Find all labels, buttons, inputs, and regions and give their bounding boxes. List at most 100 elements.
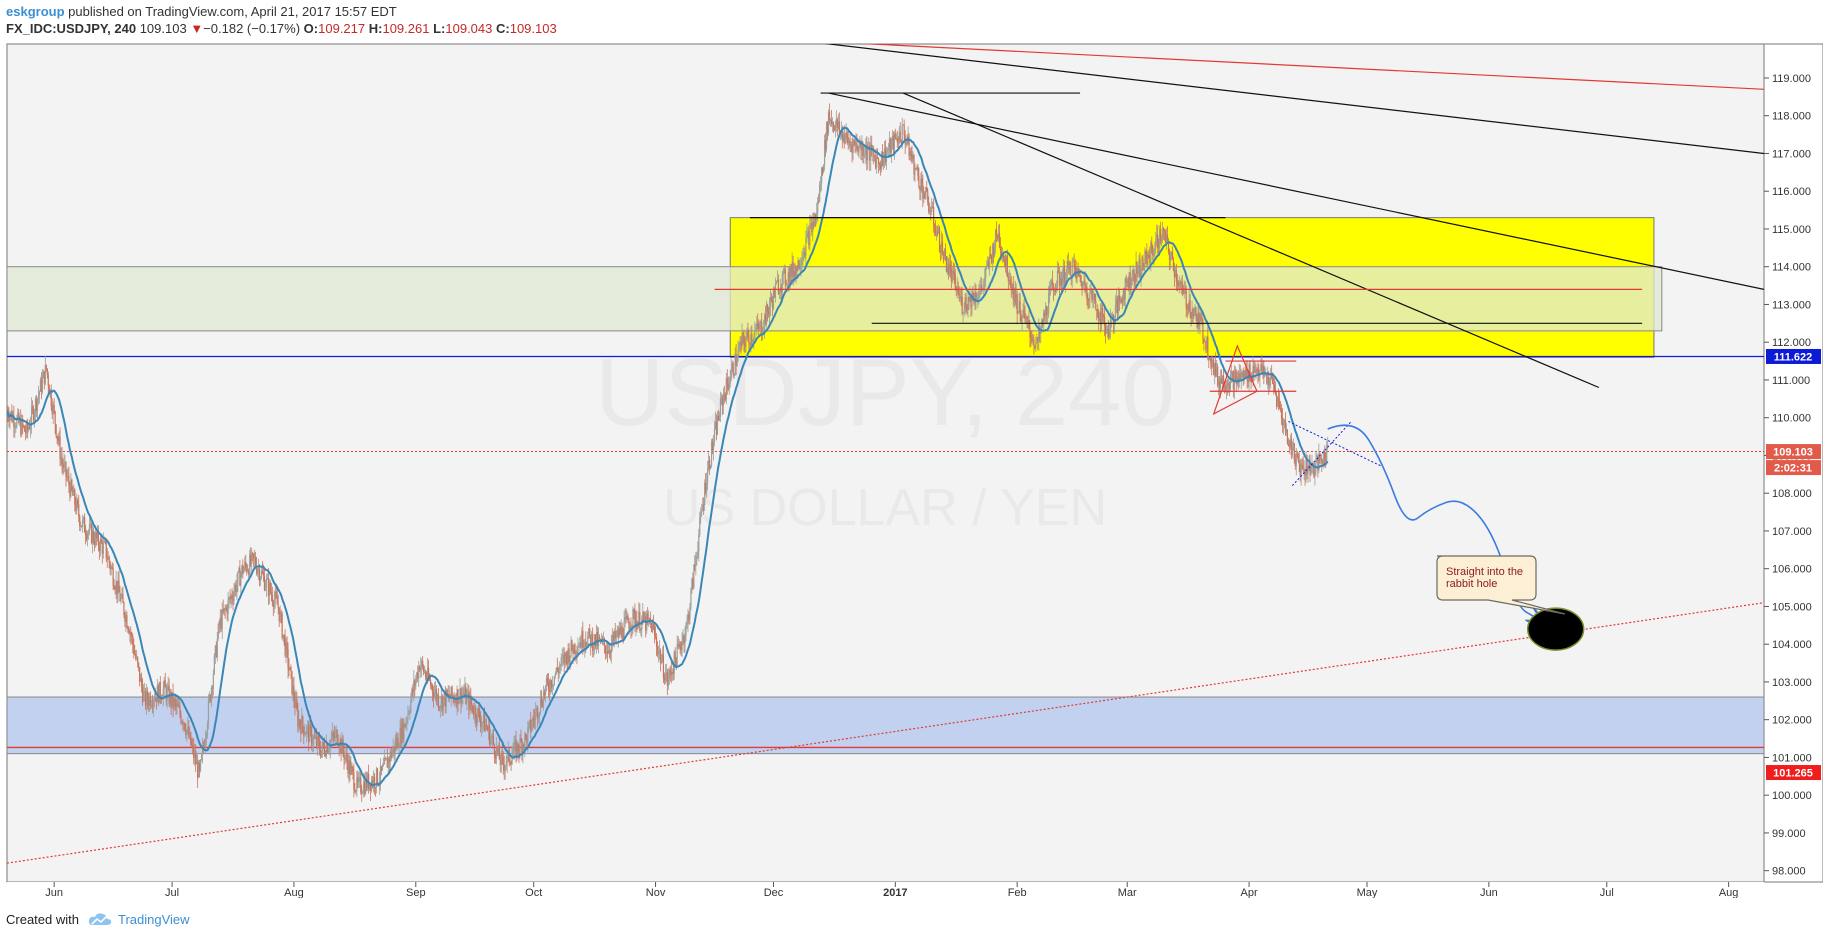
candle-body <box>979 290 981 292</box>
author-link[interactable]: eskgroup <box>6 4 65 19</box>
candle-body <box>470 695 472 704</box>
candle-body <box>540 697 543 706</box>
candle-body <box>237 571 239 584</box>
candle-body <box>535 711 537 720</box>
candle-body <box>916 166 918 169</box>
candle-body <box>429 679 432 686</box>
candle-body <box>1129 272 1131 288</box>
candle-body <box>591 633 593 647</box>
candle-body <box>92 530 95 542</box>
candle-body <box>732 363 734 376</box>
candle-body <box>695 558 697 565</box>
candle-body <box>391 752 393 758</box>
candle-body <box>1138 259 1140 270</box>
candle-body <box>505 763 507 767</box>
candle-body <box>1026 316 1028 320</box>
candle-body <box>440 695 442 707</box>
candle-body <box>221 609 223 629</box>
candle-body <box>1115 299 1118 305</box>
candle-body <box>727 384 729 390</box>
candle-body <box>328 748 330 750</box>
candle-body <box>817 201 819 214</box>
candle-body <box>658 650 661 652</box>
candle-body <box>770 297 773 301</box>
candle-body <box>848 141 850 144</box>
candle-body <box>804 252 806 256</box>
candle-body <box>1099 312 1101 322</box>
moving-average-line <box>7 126 1329 787</box>
candle-body <box>582 631 584 648</box>
candle-body <box>1011 283 1013 290</box>
tradingview-cloud-icon[interactable] <box>88 912 112 929</box>
green-zone <box>7 266 1663 332</box>
candle-body <box>1318 453 1320 471</box>
candle-body <box>777 279 779 294</box>
candle-body <box>215 645 217 657</box>
candle-body <box>68 475 70 486</box>
candle-body <box>499 759 501 766</box>
candle-body <box>1105 330 1108 334</box>
candle-body <box>896 138 898 143</box>
candle-body <box>30 407 33 425</box>
candle-body <box>879 164 881 165</box>
candle-body <box>394 741 396 753</box>
candle-body <box>556 667 558 671</box>
candle-body <box>767 311 770 315</box>
candle-body <box>854 141 856 145</box>
price-zones <box>7 217 1764 755</box>
candle-body <box>432 692 435 698</box>
candle-body <box>141 677 143 687</box>
candle-body <box>714 421 717 429</box>
candle-body <box>626 616 628 619</box>
candle-body <box>417 672 419 679</box>
candle-body <box>827 111 830 134</box>
candle-body <box>281 613 283 638</box>
candle-body <box>953 271 955 274</box>
candle-body <box>297 708 299 728</box>
candle-body <box>479 710 481 720</box>
candle-body <box>190 732 192 745</box>
candle-body <box>176 703 178 707</box>
candle-body <box>895 138 897 140</box>
candle-body <box>1082 283 1084 289</box>
candle-body <box>611 635 613 644</box>
candle-body <box>1221 375 1224 384</box>
candle-body <box>967 296 969 310</box>
candle-body <box>724 395 726 400</box>
candle-body <box>1044 312 1046 317</box>
candle-body <box>656 646 659 655</box>
candle-body <box>219 617 221 626</box>
candle-body <box>809 224 811 246</box>
candle-body <box>935 232 938 236</box>
candle-body <box>407 712 409 720</box>
candle-body <box>650 622 652 623</box>
symbol-label[interactable]: FX_IDC:USDJPY, 240 <box>6 21 137 36</box>
last-price: 109.103 <box>139 21 187 36</box>
candle-body <box>574 644 576 654</box>
candle-body <box>692 578 694 588</box>
candle-body <box>843 134 845 144</box>
candle-body <box>893 133 895 151</box>
candle-body <box>604 645 607 654</box>
price-chart[interactable]: USDJPY, 240 US DOLLAR / YEN Straight int… <box>0 42 1823 898</box>
tradingview-link[interactable]: TradingView <box>118 912 190 927</box>
candle-body <box>48 386 50 394</box>
candle-body <box>17 412 19 418</box>
candle-body <box>91 530 94 543</box>
candle-body <box>1289 438 1291 447</box>
candle-body <box>842 134 844 141</box>
candle-body <box>1200 316 1202 318</box>
candle-body <box>984 277 986 282</box>
candle-body <box>327 749 329 753</box>
candle-body <box>93 541 96 545</box>
candle-body <box>1087 299 1089 301</box>
candle-body <box>347 761 349 774</box>
time-axis[interactable] <box>7 882 1764 898</box>
candle-body <box>232 598 234 601</box>
candle-body <box>1294 459 1296 467</box>
high-label: H: <box>368 21 383 36</box>
candle-body <box>45 364 47 369</box>
candle-body <box>874 155 876 158</box>
annotation-callout[interactable]: Straight into the rabbit hole <box>1436 555 1566 615</box>
candle-body <box>1288 445 1290 447</box>
